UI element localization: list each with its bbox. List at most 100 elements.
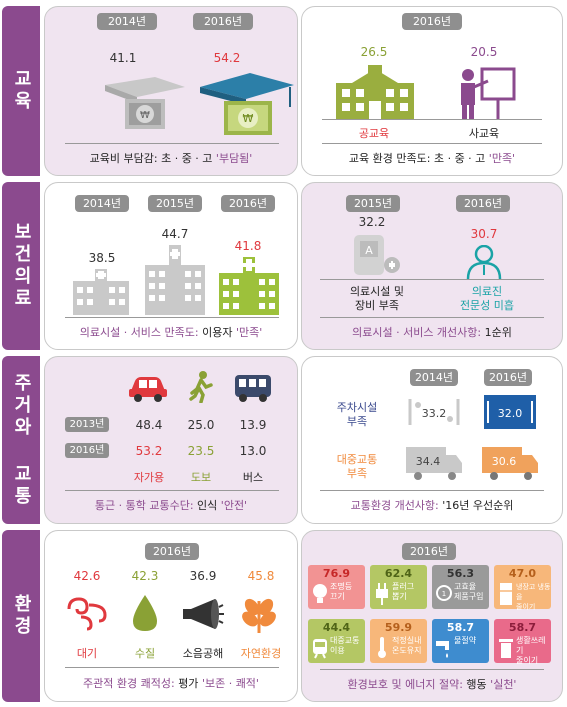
bus-value-2013: 13.9 <box>239 418 267 432</box>
education-satisfaction-panel: 2016년 26.5 20.5 공교육 사교육 교육 환경 만족도: 초 · 중… <box>301 6 563 176</box>
divider <box>320 279 544 280</box>
car-label: 자가용 <box>133 471 165 484</box>
hospital-building-icon <box>145 245 205 315</box>
health-improvement-panel: 2015년 2016년 32.2 30.7 A 의료시설 및 장비 부족 의료진 전… <box>301 182 563 350</box>
year-pill: 2016년 <box>221 195 275 212</box>
section-tab-housing-transport: 주거와 교통 <box>2 356 40 524</box>
indoor-temp-cell: 59.9 적정실내 온도유지 <box>370 619 427 663</box>
efficient-product-cell: 56.3 1 고효율 제품구입 <box>432 565 489 609</box>
car-value-2013: 48.4 <box>135 418 163 432</box>
graduation-money-icon: ₩ <box>200 73 294 135</box>
walking-person-icon <box>189 371 213 403</box>
section-tab-environment: 환경 <box>2 530 40 702</box>
hospital-building-icon <box>219 257 279 315</box>
parking-label: 주차시설 부족 <box>336 401 378 428</box>
walk-label: 도보 <box>190 471 212 484</box>
year-pill: 2016년 <box>402 543 456 560</box>
divider <box>322 119 542 120</box>
svg-text:1: 1 <box>442 590 446 598</box>
refrigerator-icon <box>500 583 512 605</box>
value-2016: 54.2 <box>213 51 241 65</box>
hospital-building-icon <box>73 269 129 315</box>
bus-icon <box>235 375 271 402</box>
divider <box>320 317 544 318</box>
wind-icon <box>67 597 107 631</box>
svg-text:30.6: 30.6 <box>492 455 517 468</box>
megaphone-icon <box>183 599 224 629</box>
value-2014: 41.1 <box>109 51 137 65</box>
svg-text:33.2: 33.2 <box>422 407 447 420</box>
faucet-icon <box>436 641 449 658</box>
year-pill: 2016년 <box>193 13 253 30</box>
transport-improvement-caption: 교통환경 개선사항: '16년 우선순위 <box>350 499 514 512</box>
energy-saving-panel: 2016년 76.9 조명등 끄기 62.4 플러그 뽑기 56.3 1 고효율 제품… <box>301 530 563 702</box>
svg-text:34.4: 34.4 <box>416 455 441 468</box>
public-transit-label: 대중교통 부족 <box>336 453 378 480</box>
public-transit-cell: 44.4 대중교통 이용 <box>308 619 365 663</box>
value-2016: 30.7 <box>470 227 498 241</box>
walk-value-2016: 23.5 <box>187 444 215 458</box>
private-edu-label: 사교육 <box>468 127 500 140</box>
svg-text:A: A <box>365 244 373 257</box>
parking-icon: 32.0 <box>484 395 536 429</box>
graduation-money-icon: ₩ <box>105 77 185 129</box>
year-pill: 2013년 <box>65 417 109 432</box>
lightbulb-icon <box>313 584 327 603</box>
school-building-icon <box>336 65 414 119</box>
doctor-icon <box>466 245 502 279</box>
leaf-icon <box>242 598 276 633</box>
year-pill: 2016년 <box>65 443 109 458</box>
nature-label: 자연환경 <box>240 647 282 660</box>
staff-expertise-label: 의료진 전문성 미흡 <box>459 285 515 312</box>
value-2016: 41.8 <box>234 239 262 253</box>
year-pill: 2016년 <box>484 369 532 386</box>
divider <box>65 317 279 318</box>
facility-shortage-label: 의료시설 및 장비 부족 <box>349 285 405 312</box>
plug-icon <box>376 583 388 605</box>
year-pill: 2015년 <box>148 195 202 212</box>
divider <box>320 490 544 491</box>
tutor-teaching-icon <box>461 67 516 119</box>
water-drop-icon <box>133 595 157 631</box>
trash-can-icon <box>499 639 513 658</box>
air-value: 42.6 <box>73 569 101 583</box>
public-edu-label: 공교육 <box>358 127 390 140</box>
divider <box>65 143 279 144</box>
edu-cost-caption: 교육비 부담감: 초 · 중 · 고 '부담됨' <box>89 152 253 165</box>
health-improvement-caption: 의료시설 · 서비스 개선사항: 1순위 <box>352 326 512 339</box>
private-edu-value: 20.5 <box>470 45 498 59</box>
svg-text:₩: ₩ <box>140 110 150 121</box>
divider <box>65 490 279 491</box>
health-satisfaction-caption: 의료시설 · 서비스 만족도: 이용자 '만족' <box>79 326 263 339</box>
health-satisfaction-panel: 2014년 2015년 2016년 38.5 44.7 41.8 의료시설 · … <box>44 182 298 350</box>
iv-bag-icon: A <box>354 235 400 275</box>
commute-panel: 2013년 48.4 25.0 13.9 2016년 53.2 23.5 13.… <box>44 356 298 524</box>
year-pill: 2014년 <box>410 369 458 386</box>
light-off-cell: 76.9 조명등 끄기 <box>308 565 365 609</box>
water-label: 수질 <box>134 647 156 660</box>
fridge-cell: 47.0 냉장고 냉동을 줄이기 <box>494 565 551 611</box>
truck-icon: 30.6 <box>482 447 538 480</box>
bus-value-2016: 13.0 <box>239 444 267 458</box>
year-pill: 2014년 <box>75 195 129 212</box>
environment-comfort-panel: 2016년 42.6 42.3 36.9 45.8 대기 수질 소음공해 자연환… <box>44 530 298 702</box>
unplug-cell: 62.4 플러그 뽑기 <box>370 565 427 609</box>
environment-comfort-caption: 주관적 환경 쾌적성: 평가 '보존 · 쾌적' <box>83 677 259 690</box>
waste-reduction-cell: 58.7 생활쓰레기 줄이기 <box>494 619 551 665</box>
air-label: 대기 <box>76 647 98 660</box>
commute-caption: 통근 · 통학 교통수단: 인식 '안전' <box>94 499 248 512</box>
transport-improvement-panel: 2014년 2016년 주차시설 부족 대중교통 부족 33.2 32.0 34.4… <box>301 356 563 524</box>
edu-satisfaction-caption: 교육 환경 만족도: 초 · 중 · 고 '만족' <box>348 152 516 165</box>
divider <box>65 667 279 668</box>
noise-value: 36.9 <box>189 569 217 583</box>
public-edu-value: 26.5 <box>360 45 388 59</box>
svg-text:32.0: 32.0 <box>498 407 523 420</box>
education-cost-panel: 2014년 2016년 41.1 54.2 ₩ ₩ 교육비 부담감: 초 · 중… <box>44 6 298 176</box>
water-value: 42.3 <box>131 569 159 583</box>
car-value-2016: 53.2 <box>135 444 163 458</box>
year-pill: 2016년 <box>456 195 510 212</box>
year-pill: 2015년 <box>346 195 400 212</box>
year-pill: 2014년 <box>97 13 157 30</box>
bus-label: 버스 <box>242 471 264 484</box>
walk-value-2013: 25.0 <box>187 418 215 432</box>
